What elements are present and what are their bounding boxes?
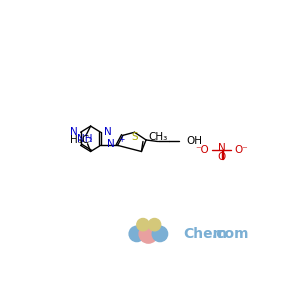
Circle shape: [148, 218, 161, 231]
Text: S: S: [131, 132, 138, 142]
Text: H₃C: H₃C: [70, 135, 89, 145]
Text: O: O: [218, 152, 226, 162]
Text: +: +: [118, 136, 125, 145]
Text: CH₃: CH₃: [148, 132, 168, 142]
Text: ₂: ₂: [88, 135, 91, 144]
Text: O⁻: O⁻: [235, 145, 248, 155]
Circle shape: [139, 225, 158, 243]
Circle shape: [152, 226, 168, 242]
Text: N: N: [107, 139, 115, 149]
Text: N: N: [70, 127, 77, 137]
Circle shape: [129, 226, 145, 242]
Text: OH: OH: [186, 136, 202, 146]
Circle shape: [137, 218, 149, 231]
Text: Chem: Chem: [183, 227, 227, 241]
Text: N: N: [218, 143, 225, 153]
Text: ⁻O: ⁻O: [195, 145, 209, 155]
Text: N: N: [104, 127, 112, 137]
Text: .com: .com: [212, 227, 249, 241]
Text: NH: NH: [77, 134, 92, 144]
